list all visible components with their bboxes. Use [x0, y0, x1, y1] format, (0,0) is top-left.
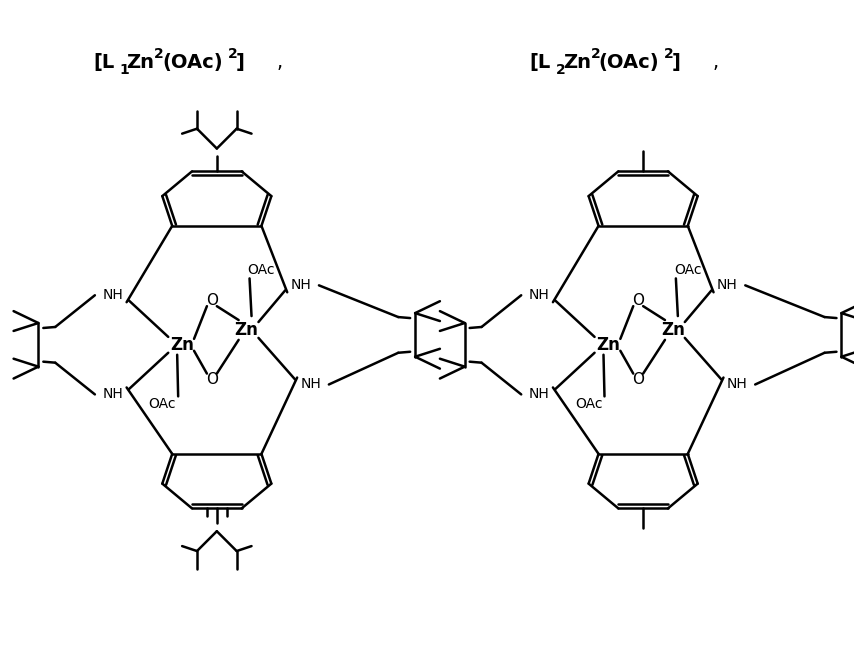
Text: Zn: Zn	[170, 336, 194, 354]
Text: ,: ,	[276, 53, 282, 72]
Text: 2: 2	[664, 47, 674, 61]
Text: 2: 2	[154, 47, 164, 61]
Text: ,: ,	[712, 53, 719, 72]
Text: OAc: OAc	[248, 263, 275, 278]
Text: 1: 1	[119, 63, 130, 77]
Text: [L: [L	[93, 53, 114, 72]
Text: NH: NH	[529, 288, 549, 302]
Text: [L: [L	[529, 53, 550, 72]
Text: 2: 2	[227, 47, 238, 61]
Text: OAc: OAc	[148, 397, 176, 411]
Text: OAc: OAc	[674, 263, 702, 278]
Text: NH: NH	[717, 278, 738, 292]
Text: Zn: Zn	[661, 321, 685, 339]
Text: Zn: Zn	[234, 321, 258, 339]
Text: 2: 2	[556, 63, 565, 77]
Text: O: O	[632, 292, 644, 307]
Text: Zn: Zn	[127, 53, 154, 72]
Text: Zn: Zn	[596, 336, 620, 354]
Text: (OAc): (OAc)	[599, 53, 659, 72]
Text: NH: NH	[291, 278, 311, 292]
Text: O: O	[206, 292, 218, 307]
Text: NH: NH	[529, 387, 549, 402]
Text: NH: NH	[102, 288, 123, 302]
Text: NH: NH	[102, 387, 123, 402]
Text: 2: 2	[590, 47, 601, 61]
Text: OAc: OAc	[575, 397, 602, 411]
Text: NH: NH	[300, 378, 322, 391]
Text: O: O	[632, 372, 644, 387]
Text: O: O	[206, 372, 218, 387]
Text: Zn: Zn	[563, 53, 591, 72]
Text: NH: NH	[727, 378, 747, 391]
Text: ]: ]	[236, 53, 245, 72]
Text: ]: ]	[672, 53, 680, 72]
Text: (OAc): (OAc)	[162, 53, 223, 72]
